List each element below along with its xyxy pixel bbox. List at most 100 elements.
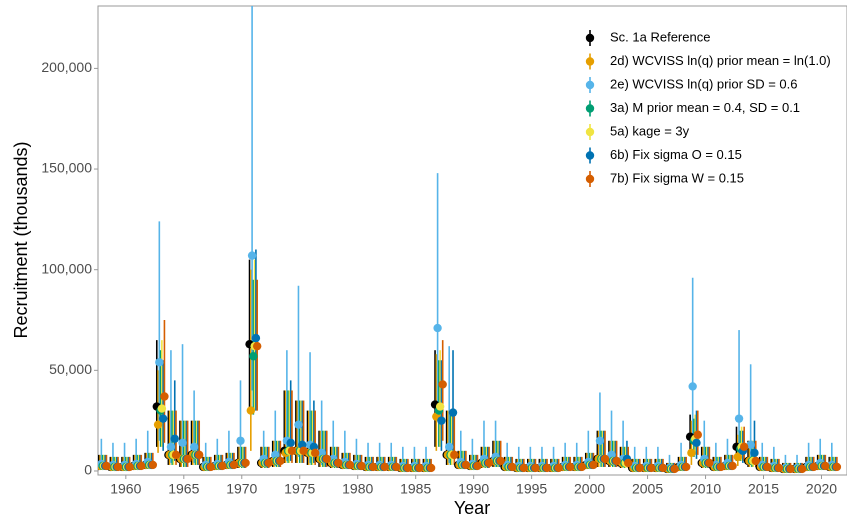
point	[809, 462, 818, 472]
point	[577, 462, 587, 472]
point	[264, 458, 273, 468]
y-tick-label: 150,000	[41, 160, 92, 176]
point	[137, 461, 146, 471]
point	[705, 458, 714, 468]
point	[692, 438, 701, 447]
x-tick-label: 2010	[690, 481, 721, 497]
x-tick-label: 1975	[284, 481, 315, 497]
point	[484, 458, 494, 468]
point	[170, 434, 179, 443]
legend-label: Sc. 1a Reference	[610, 29, 710, 44]
point	[508, 462, 517, 472]
point	[624, 458, 633, 468]
point	[635, 463, 645, 473]
point	[734, 414, 744, 423]
x-tick-label: 2015	[748, 481, 779, 497]
legend-swatch	[585, 174, 595, 184]
point	[148, 460, 158, 470]
point	[166, 442, 176, 452]
x-tick-label: 1965	[168, 481, 199, 497]
point	[450, 450, 459, 460]
point	[728, 461, 737, 471]
point	[157, 404, 167, 413]
point	[113, 462, 123, 472]
point	[566, 462, 575, 472]
point	[229, 460, 239, 470]
x-tick-label: 1980	[342, 481, 373, 497]
point	[688, 382, 697, 391]
legend-swatch	[585, 33, 595, 43]
point	[687, 448, 696, 458]
point	[415, 463, 424, 473]
y-tick-label: 50,000	[49, 361, 92, 377]
point	[249, 352, 258, 361]
point	[496, 456, 505, 466]
point	[832, 462, 842, 472]
legend-swatch	[585, 104, 595, 113]
point	[670, 464, 679, 474]
point	[473, 461, 482, 471]
point	[334, 458, 343, 468]
x-tick-label: 1990	[458, 481, 489, 497]
legend-swatch	[585, 151, 595, 160]
point	[542, 463, 552, 473]
point	[435, 402, 445, 411]
point	[751, 456, 760, 466]
point	[786, 464, 795, 474]
point	[733, 452, 742, 462]
point	[171, 450, 181, 460]
point	[716, 462, 726, 472]
point	[276, 456, 285, 466]
x-axis-title: Year	[454, 498, 490, 518]
legend-label: 7b) Fix sigma W = 0.15	[610, 170, 744, 185]
point	[178, 438, 187, 447]
legend-label: 6b) Fix sigma O = 0.15	[610, 147, 742, 162]
point	[693, 430, 702, 439]
y-tick-label: 0	[84, 462, 92, 478]
point	[531, 463, 540, 473]
point	[246, 406, 256, 415]
point	[519, 463, 529, 473]
point	[218, 461, 227, 471]
point	[438, 380, 447, 389]
point	[600, 454, 610, 464]
point	[236, 436, 245, 445]
point	[251, 333, 261, 343]
point	[294, 420, 303, 429]
point	[448, 408, 458, 417]
point	[797, 464, 807, 474]
point	[183, 454, 192, 464]
point	[774, 463, 784, 473]
point	[310, 448, 320, 458]
point	[158, 414, 168, 423]
point	[595, 436, 605, 445]
point	[357, 461, 366, 471]
point	[763, 462, 772, 472]
point	[444, 442, 454, 452]
point	[612, 456, 621, 466]
point	[195, 450, 204, 460]
point	[160, 392, 169, 401]
point	[368, 462, 378, 472]
x-tick-label: 1995	[516, 481, 547, 497]
point	[299, 446, 308, 456]
point	[252, 341, 262, 351]
point	[461, 460, 471, 470]
point	[746, 440, 755, 450]
plot-frame	[97, 5, 847, 476]
legend-swatch	[585, 80, 595, 90]
point	[153, 420, 163, 429]
point	[287, 446, 297, 456]
y-axis-title: Recruitment (thousands)	[11, 141, 31, 338]
x-tick-label: 2020	[806, 481, 837, 497]
point	[155, 358, 164, 367]
point	[739, 442, 749, 452]
legend-label: 2d) WCVISS ln(q) prior mean = ln(1.0)	[610, 53, 831, 68]
point	[380, 462, 389, 472]
point	[681, 462, 691, 472]
x-tick-label: 1985	[400, 481, 431, 497]
point	[433, 323, 442, 333]
point	[322, 454, 331, 464]
